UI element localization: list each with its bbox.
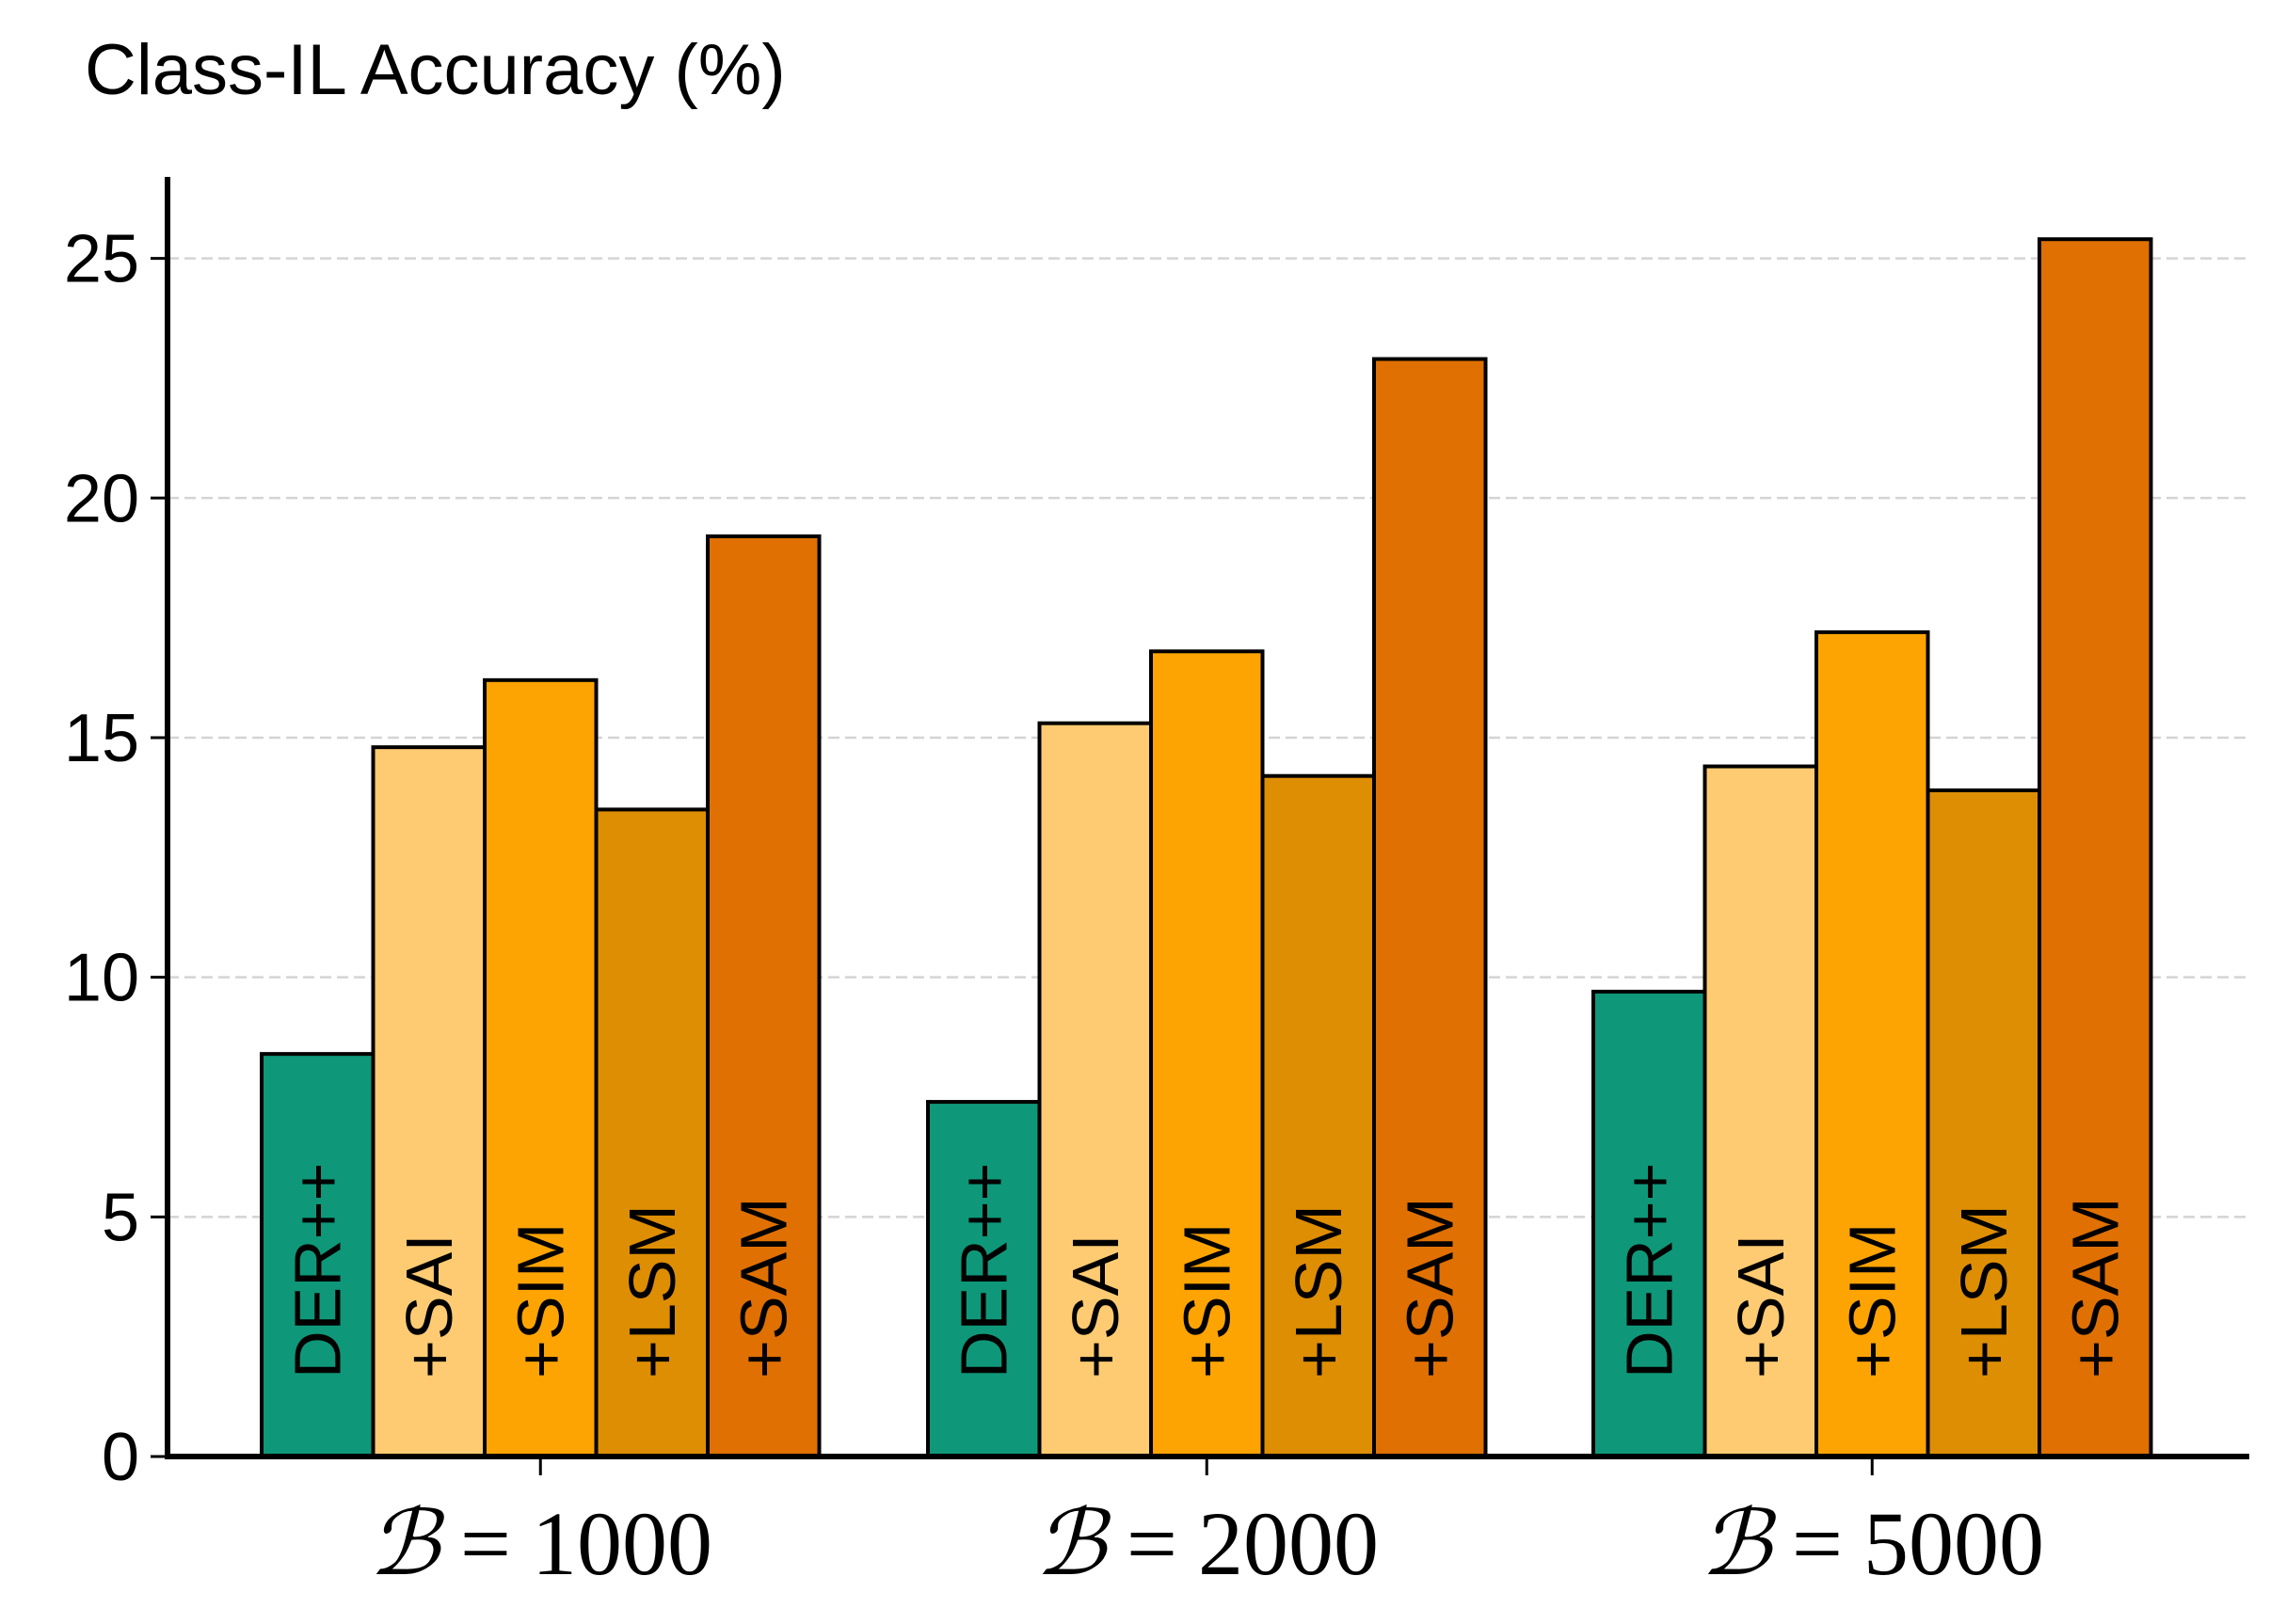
bar-label: DER++ bbox=[280, 1162, 354, 1378]
bars: DER++ +SAI +SIM +LSM +SAM DER++ +SAI +SIM +LSM +S… bbox=[260, 237, 2153, 1459]
x-tick-equals: = bbox=[460, 1493, 511, 1594]
x-tick-value: 1000 bbox=[532, 1493, 712, 1594]
y-tick-label: 10 bbox=[64, 941, 139, 1016]
y-tick-label: 20 bbox=[64, 461, 139, 536]
bar-sam-5000 bbox=[2038, 237, 2153, 1458]
x-tick-label: ℬ = 5000 bbox=[1700, 1493, 2044, 1594]
y-tick-label: 0 bbox=[102, 1420, 139, 1495]
x-tick-label: ℬ = 1000 bbox=[368, 1493, 712, 1594]
chart-title: Class-IL Accuracy (%) bbox=[85, 30, 786, 110]
bar-sam-2000 bbox=[1372, 357, 1488, 1458]
bar-der-5000 bbox=[1591, 989, 1707, 1458]
x-tick-value: 5000 bbox=[1863, 1493, 2044, 1594]
x-tick-equals: = bbox=[1127, 1493, 1177, 1594]
bar-label: +LSM bbox=[615, 1204, 689, 1378]
bar-label: +SAM bbox=[2058, 1197, 2132, 1378]
x-tick-value: 2000 bbox=[1198, 1493, 1379, 1594]
bar-label: +SAI bbox=[392, 1234, 466, 1378]
bar-sai-2000 bbox=[1037, 721, 1153, 1458]
y-axis-ticks: 0 5 10 15 20 25 bbox=[64, 222, 168, 1495]
x-tick-equals: = bbox=[1792, 1493, 1843, 1594]
bar-label: +SAM bbox=[1393, 1197, 1466, 1378]
bar-sam-1000 bbox=[706, 534, 822, 1458]
bar-label: DER++ bbox=[1612, 1162, 1686, 1378]
bar-label: +LSM bbox=[1282, 1204, 1355, 1378]
bar-lsm-2000 bbox=[1260, 773, 1376, 1458]
bar-label: +SIM bbox=[1835, 1223, 1909, 1378]
x-tick-symbol: ℬ bbox=[368, 1493, 445, 1594]
bar-sim-5000 bbox=[1814, 629, 1930, 1458]
bar-label: +SAI bbox=[1059, 1234, 1132, 1378]
bar-label: DER++ bbox=[947, 1162, 1020, 1378]
x-tick-symbol: ℬ bbox=[1700, 1493, 1777, 1594]
y-tick-label: 5 bbox=[102, 1180, 139, 1255]
x-tick-label: ℬ = 2000 bbox=[1034, 1493, 1379, 1594]
bar-label: +SAM bbox=[727, 1197, 800, 1378]
x-axis-ticks: ℬ = 1000 ℬ = 2000 ℬ = 5000 bbox=[368, 1457, 2044, 1594]
bar-label: +LSM bbox=[1947, 1204, 2021, 1378]
y-tick-label: 15 bbox=[64, 701, 139, 776]
bar-der-1000 bbox=[260, 1052, 376, 1459]
bar-label: +SIM bbox=[504, 1223, 577, 1378]
bar-label: +SAI bbox=[1724, 1234, 1798, 1378]
y-tick-label: 25 bbox=[64, 222, 139, 297]
x-tick-symbol: ℬ bbox=[1034, 1493, 1111, 1594]
bar-sim-1000 bbox=[483, 677, 599, 1458]
bar-label: +SIM bbox=[1170, 1223, 1243, 1378]
